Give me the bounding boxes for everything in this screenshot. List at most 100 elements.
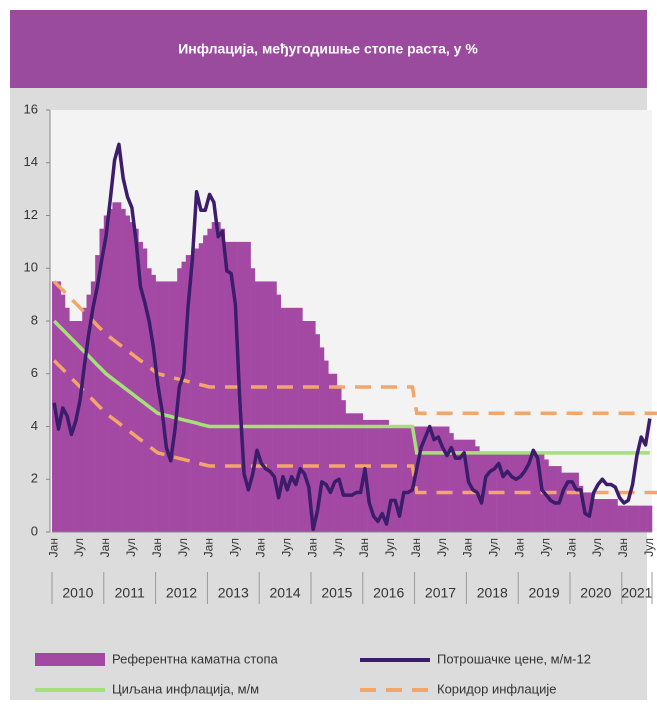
x-tick-label: Јан [461,538,475,557]
bar [595,499,601,532]
year-label: 2012 [166,585,197,601]
year-label: 2011 [115,585,145,601]
bar [462,439,467,532]
header [10,10,647,88]
bar [354,413,359,532]
bar [168,281,174,532]
bar [630,505,636,532]
bar [440,426,446,532]
bar [574,472,579,532]
x-tick-label: Јан [46,538,60,557]
bar [565,472,571,532]
legend-label: Референтна каматна стопа [112,651,279,666]
x-tick-label: Јул [435,538,449,557]
bar [608,499,614,532]
bar [216,222,221,532]
year-label: 2020 [580,585,611,601]
year-label: 2015 [321,585,352,601]
y-tick-label: 2 [31,471,38,486]
bar [345,413,351,532]
bar [531,452,536,532]
x-tick-label: Јан [616,538,630,557]
bar [634,505,640,532]
x-tick-label: Јан [305,538,319,557]
x-tick-label: Јул [279,538,293,557]
y-tick-label: 10 [24,260,38,275]
x-tick-label: Јан [254,538,268,557]
y-tick-label: 14 [24,154,38,169]
bar [453,439,459,532]
year-label: 2021 [621,585,652,601]
bar [643,505,648,532]
bar [138,241,143,532]
bar [410,426,415,532]
year-label: 2019 [529,585,560,601]
bar [289,307,295,532]
x-tick-label: Јул [331,538,345,557]
bar [56,281,61,532]
bar [427,426,433,532]
bar [444,426,450,532]
year-label: 2013 [218,585,249,601]
year-label: 2014 [270,585,301,601]
legend-label: Потрошачке цене, м/м-12 [437,651,591,666]
x-tick-label: Јан [150,538,164,557]
bar [336,386,342,532]
x-tick-label: Јан [409,538,423,557]
bar [185,255,191,532]
x-tick-label: Јан [202,538,216,557]
bar [367,419,372,532]
bar [375,419,381,532]
bar [151,274,156,532]
bar [77,321,83,532]
bar [561,472,566,532]
bar [250,268,256,532]
bar [418,426,424,532]
x-tick-label: Јул [72,538,86,557]
target-line [52,319,650,455]
bar [405,426,411,532]
bar [401,426,407,532]
bar [267,281,273,532]
bar [99,228,105,532]
bar [323,360,329,532]
year-label: 2018 [477,585,508,601]
bar [600,499,605,532]
bar [116,202,122,532]
bar [604,499,610,532]
bar [397,426,402,532]
bar [95,255,100,532]
bar [470,439,476,532]
x-tick-label: Јан [357,538,371,557]
bar [349,413,355,532]
bar [384,419,389,532]
bar [280,307,286,532]
bar [82,307,87,532]
bar [319,347,325,532]
bar [332,373,338,532]
bar [535,452,541,532]
chart-title: Инфлација, међугодишње стопе раста, у % [178,41,478,57]
y-tick-label: 16 [24,101,38,116]
bar [181,261,187,532]
bar [509,452,515,532]
x-tick-label: Јул [487,538,501,557]
bar [276,294,282,532]
bar [298,307,303,532]
x-tick-label: Јул [642,538,656,557]
bar [431,426,437,532]
bar [449,433,454,532]
bar [436,426,441,532]
bar [198,243,204,532]
bar [73,321,79,532]
y-tick-label: 6 [31,365,38,380]
bar [254,281,260,532]
x-tick-label: Јул [176,538,190,557]
bar [457,439,463,532]
bar [393,426,398,532]
bar [134,228,139,532]
bar [190,255,195,532]
bar [552,466,558,532]
bar [505,452,510,532]
